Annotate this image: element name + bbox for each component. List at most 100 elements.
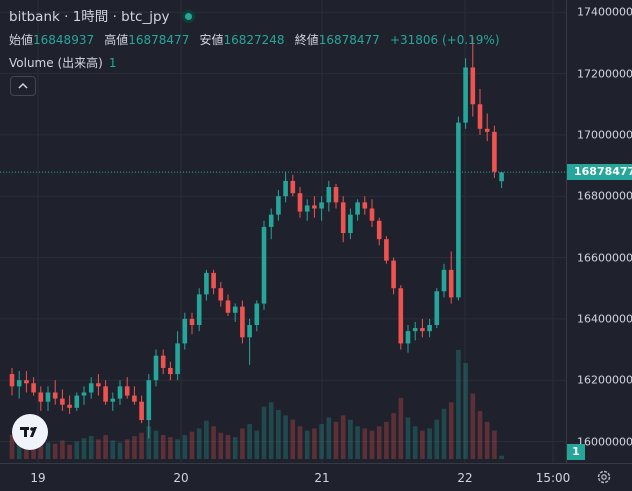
collapse-legend-button[interactable] — [10, 76, 36, 96]
candle-body — [405, 331, 411, 344]
volume-bar — [290, 419, 296, 459]
chevron-up-icon — [18, 82, 28, 89]
candle-body — [484, 128, 490, 132]
low-label: 安値 — [199, 33, 224, 47]
close-label: 終値 — [294, 33, 319, 47]
volume-bar — [369, 430, 375, 459]
candle-body — [88, 383, 94, 393]
volume-bar — [420, 430, 425, 459]
volume-bar — [463, 363, 468, 459]
settings-button[interactable] — [596, 469, 612, 489]
candle-body — [376, 220, 382, 240]
volume-bar — [232, 437, 238, 459]
candle-body — [189, 318, 195, 326]
volume-bar — [304, 430, 310, 459]
volume-bar — [110, 440, 116, 459]
open-value: 16848937 — [33, 33, 95, 47]
candle-body — [110, 398, 116, 402]
candle-body — [398, 288, 404, 344]
current-price-label: 16878477 — [567, 164, 632, 181]
price-tick-label: 16600000 — [577, 251, 632, 265]
volume-bar — [412, 426, 418, 459]
candle-body — [168, 367, 173, 375]
volume-bar — [182, 435, 188, 459]
candle-body — [225, 300, 231, 313]
candle-body — [441, 269, 447, 292]
candle-body — [333, 187, 339, 203]
volume-bar — [297, 426, 303, 459]
candle-body — [124, 386, 130, 396]
candle-body — [448, 269, 454, 298]
candle-body — [175, 343, 180, 375]
candle-body — [254, 303, 260, 326]
volume-bar — [52, 443, 58, 459]
candle-body — [182, 318, 188, 344]
volume-bar — [340, 415, 346, 459]
chart-legend: bitbank · 1時間 · btc_jpy 始値16848937 高値168… — [9, 6, 506, 74]
volume-bar — [362, 428, 368, 459]
symbol-title[interactable]: bitbank · 1時間 · btc_jpy — [9, 9, 170, 25]
candle-body — [477, 104, 483, 129]
candle-body — [355, 202, 360, 215]
candle-body — [9, 374, 15, 387]
candle-body — [412, 328, 418, 332]
candle-body — [276, 196, 281, 215]
candle-body — [434, 291, 440, 326]
volume-bar — [132, 436, 137, 459]
volume-bar — [189, 431, 195, 459]
high-label: 高値 — [104, 33, 129, 47]
price-tick-label: 16000000 — [577, 435, 632, 449]
high-value: 16878477 — [128, 33, 190, 47]
candle-body — [38, 392, 44, 402]
change-value: +31806 (+0.19%) — [389, 33, 500, 47]
volume-bar — [261, 406, 267, 459]
volume-bar — [276, 409, 281, 459]
candle-body — [463, 67, 468, 123]
price-axis[interactable]: 17400000 17200000 17000000 16800000 16600000… — [566, 0, 632, 463]
candle-body — [492, 131, 497, 172]
volume-bar — [268, 402, 274, 459]
volume-bar — [434, 419, 440, 459]
tradingview-logo[interactable] — [12, 414, 48, 450]
volume-bar — [405, 417, 411, 459]
volume-bar — [355, 426, 360, 459]
symbol-row: bitbank · 1時間 · btc_jpy — [9, 6, 506, 29]
volume-row: Volume (出来高) 1 — [9, 52, 506, 74]
candle-body — [31, 383, 36, 393]
volume-bar — [96, 439, 101, 459]
candle-body — [132, 395, 137, 402]
candle-body — [326, 187, 332, 203]
candle-body — [319, 202, 324, 209]
price-tick-label: 17000000 — [577, 128, 632, 142]
volume-bar — [492, 430, 497, 459]
price-tick-label: 17400000 — [577, 5, 632, 19]
volume-bar — [168, 437, 173, 459]
volume-bar — [484, 421, 490, 459]
open-label: 始値 — [9, 33, 34, 47]
candle-body — [261, 226, 267, 304]
volume-bar — [225, 435, 231, 459]
gear-icon — [597, 470, 611, 484]
candle-body — [74, 395, 80, 408]
volume-bar — [240, 428, 245, 459]
current-volume-label: 1 — [567, 444, 585, 460]
chart-area[interactable]: bitbank · 1時間 · btc_jpy 始値16848937 高値168… — [0, 0, 566, 463]
candle-body — [139, 401, 144, 421]
volume-bar — [38, 441, 44, 459]
time-tick-label: 22 — [457, 471, 473, 485]
candle-body — [211, 272, 216, 289]
close-value: 16878477 — [318, 33, 380, 47]
volume-bar — [470, 393, 476, 459]
time-tick-label: 21 — [314, 471, 330, 485]
candle-body — [247, 325, 252, 338]
time-tick-label: 15:00 — [535, 471, 571, 485]
low-value: 16827248 — [223, 33, 285, 47]
volume-bar — [139, 432, 144, 459]
time-axis[interactable]: 19 20 21 22 15:00 — [0, 463, 632, 491]
volume-bar — [456, 349, 461, 459]
volume-bar — [211, 426, 216, 459]
volume-bar — [247, 424, 252, 459]
volume-bar — [45, 442, 51, 459]
volume-bar — [319, 424, 324, 459]
volume-bar — [348, 419, 353, 459]
